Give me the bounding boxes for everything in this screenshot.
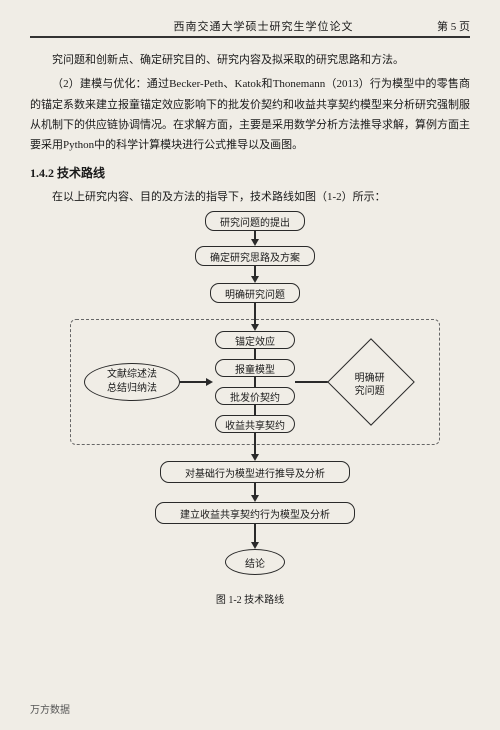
node-build-model: 建立收益共享契约行为模型及分析 bbox=[155, 502, 355, 524]
connector bbox=[254, 377, 256, 387]
node-anchoring: 锚定效应 bbox=[215, 331, 295, 349]
arrow-head bbox=[206, 378, 213, 386]
node-revenue-share: 收益共享契约 bbox=[215, 415, 295, 433]
diamond-label: 明确研 究问题 bbox=[335, 372, 405, 398]
node-conclusion: 结论 bbox=[225, 549, 285, 575]
node-wholesale: 批发价契约 bbox=[215, 387, 295, 405]
header-spacer bbox=[30, 18, 90, 34]
node-literature-method: 文献综述法 总结归纳法 bbox=[84, 363, 180, 401]
arrow-head bbox=[251, 276, 259, 283]
figure-caption: 图 1-2 技术路线 bbox=[30, 591, 470, 606]
paragraph-3: 在以上研究内容、目的及方法的指导下，技术路线如图（1-2）所示： bbox=[30, 187, 470, 207]
paragraph-2: （2）建模与优化：通过Becker-Peth、Katok和Thonemann（2… bbox=[30, 74, 470, 155]
arrow-head bbox=[251, 454, 259, 461]
footer-watermark: 万方数据 bbox=[30, 701, 70, 716]
node-newsvendor: 报童模型 bbox=[215, 359, 295, 377]
node-research-plan: 确定研究思路及方案 bbox=[195, 246, 315, 266]
arrow-head bbox=[251, 542, 259, 549]
arrow-head bbox=[251, 239, 259, 246]
arrow bbox=[254, 524, 256, 544]
node-research-question: 研究问题的提出 bbox=[205, 211, 305, 231]
header-title: 西南交通大学硕士研究生学位论文 bbox=[90, 18, 437, 34]
arrow bbox=[254, 433, 256, 456]
paragraph-1: 究问题和创新点、确定研究目的、研究内容及拟采取的研究思路和方法。 bbox=[30, 50, 470, 70]
connector bbox=[254, 349, 256, 359]
flowchart: 研究问题的提出 确定研究思路及方案 明确研究问题 文献综述法 总结归纳法 锚定效… bbox=[30, 211, 470, 606]
connector bbox=[254, 405, 256, 415]
arrow-head bbox=[251, 495, 259, 502]
page-header: 西南交通大学硕士研究生学位论文 第 5 页 bbox=[30, 18, 470, 38]
node-derive: 对基础行为模型进行推导及分析 bbox=[160, 461, 350, 483]
node-clarify-problem: 明确研究问题 bbox=[210, 283, 300, 303]
section-heading: 1.4.2 技术路线 bbox=[30, 164, 470, 181]
header-page: 第 5 页 bbox=[437, 18, 470, 34]
arrow bbox=[180, 381, 208, 383]
